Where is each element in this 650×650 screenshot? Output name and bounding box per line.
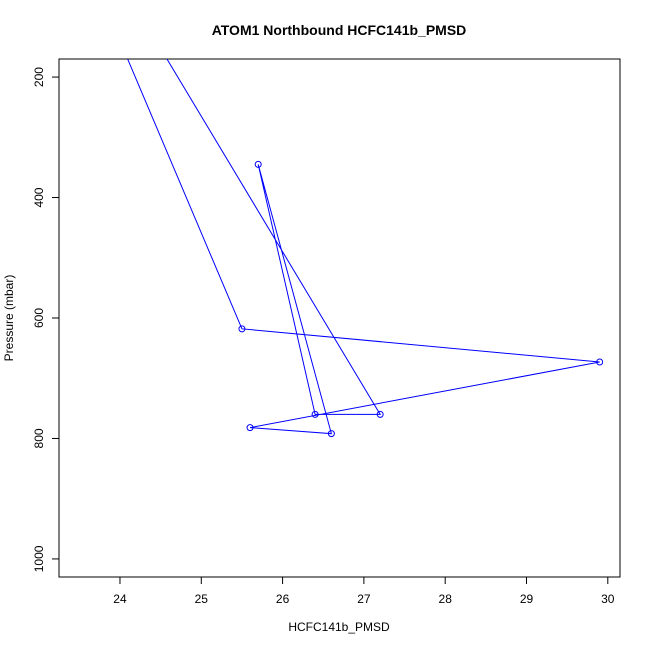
data-point xyxy=(246,424,254,432)
x-tick-label: 27 xyxy=(357,592,371,606)
y-tick-label: 800 xyxy=(32,428,46,448)
x-axis-label: HCFC141b_PMSD xyxy=(288,620,390,634)
x-tick-label: 28 xyxy=(439,592,453,606)
data-point xyxy=(311,410,319,418)
chart-title: ATOM1 Northbound HCFC141b_PMSD xyxy=(212,22,467,38)
x-tick-label: 30 xyxy=(601,592,615,606)
y-tick-label: 400 xyxy=(32,187,46,207)
data-point xyxy=(327,430,335,438)
x-tick-label: 24 xyxy=(113,592,127,606)
x-tick-label: 29 xyxy=(520,592,534,606)
data-point xyxy=(238,325,246,333)
y-tick-label: 1000 xyxy=(32,545,46,572)
y-axis-label: Pressure (mbar) xyxy=(2,275,16,362)
data-point xyxy=(254,160,262,168)
series-line xyxy=(127,59,600,435)
data-point xyxy=(376,410,384,418)
data-point xyxy=(596,358,604,366)
y-tick-label: 200 xyxy=(32,67,46,87)
y-tick-label: 600 xyxy=(32,308,46,328)
x-tick-label: 26 xyxy=(276,592,290,606)
y-axis: 200 400 600 800 1000 xyxy=(32,67,59,572)
series-layer xyxy=(127,59,604,438)
plot-frame xyxy=(58,58,621,578)
x-tick-label: 25 xyxy=(195,592,209,606)
x-axis: 24 25 26 27 28 29 30 xyxy=(113,577,615,606)
